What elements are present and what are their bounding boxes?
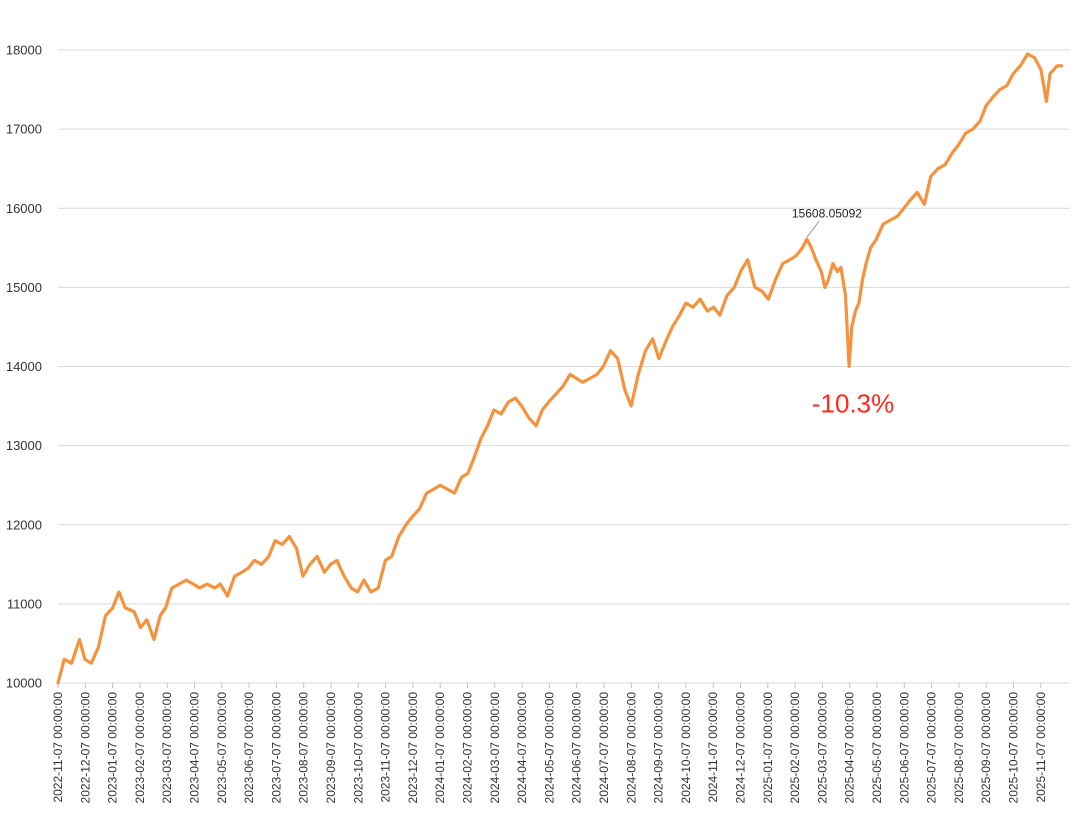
x-tick-label: 2022-11-07 00:00:00 (51, 692, 65, 803)
y-tick-label: 14000 (6, 359, 42, 374)
x-tick-label: 2024-06-07 00:00:00 (570, 692, 584, 804)
y-tick-label: 15000 (6, 280, 42, 295)
x-tick-label: 2023-08-07 00:00:00 (297, 692, 311, 804)
x-tick-label: 2024-05-07 00:00:00 (542, 692, 556, 804)
x-tick-label: 2024-03-07 00:00:00 (488, 692, 502, 804)
series-layer (56, 52, 1064, 685)
series-line (56, 52, 1064, 685)
x-tick-label: 2023-04-07 00:00:00 (188, 692, 202, 804)
y-tick-label: 13000 (6, 438, 42, 453)
y-tick-label: 10000 (6, 676, 42, 691)
x-tick-label: 2024-07-07 00:00:00 (597, 692, 611, 804)
peak-leader-line (806, 220, 820, 238)
y-tick-label: 18000 (6, 43, 42, 58)
x-tick-label: 2024-10-07 00:00:00 (679, 692, 693, 804)
x-tick-label: 2023-05-07 00:00:00 (215, 692, 229, 804)
annotations: 15608.05092 -10.3% (792, 206, 894, 418)
x-tick-label: 2023-02-07 00:00:00 (133, 692, 147, 804)
x-tick-label: 2025-07-07 00:00:00 (925, 692, 939, 804)
gridlines (58, 49, 1070, 605)
x-axis-ticks: 2022-11-07 00:00:00 2022-12-07 00:00:00 20… (51, 683, 1048, 803)
x-tick-label: 2023-01-07 00:00:00 (106, 692, 120, 804)
y-tick-label: 12000 (6, 517, 42, 532)
x-tick-label: 2025-05-07 00:00:00 (870, 692, 884, 804)
x-tick-label: 2024-09-07 00:00:00 (652, 692, 666, 804)
x-tick-label: 2024-02-07 00:00:00 (461, 692, 475, 804)
x-tick-label: 2024-08-07 00:00:00 (624, 692, 638, 804)
x-tick-label: 2023-11-07 00:00:00 (379, 692, 393, 803)
x-tick-label: 2025-01-07 00:00:00 (761, 692, 775, 804)
x-tick-label: 2023-09-07 00:00:00 (324, 692, 338, 804)
y-axis-ticks: 10000 11000 12000 13000 14000 15000 16000 17000… (6, 43, 42, 691)
x-tick-label: 2025-04-07 00:00:00 (843, 692, 857, 804)
x-tick-label: 2025-06-07 00:00:00 (897, 692, 911, 804)
x-tick-label: 2025-02-07 00:00:00 (788, 692, 802, 804)
peak-value-label: 15608.05092 (792, 206, 862, 220)
y-tick-label: 17000 (6, 122, 42, 137)
x-tick-label: 2023-12-07 00:00:00 (406, 692, 420, 804)
x-tick-label: 2024-01-07 00:00:00 (433, 692, 447, 804)
x-tick-label: 2025-09-07 00:00:00 (979, 692, 993, 804)
drawdown-label: -10.3% (812, 389, 894, 419)
x-tick-label: 2023-06-07 00:00:00 (242, 692, 256, 804)
x-tick-label: 2024-12-07 00:00:00 (734, 692, 748, 804)
x-tick-label: 2023-10-07 00:00:00 (351, 692, 365, 804)
x-tick-label: 2025-08-07 00:00:00 (952, 692, 966, 804)
x-tick-label: 2024-04-07 00:00:00 (515, 692, 529, 804)
x-tick-label: 2025-11-07 00:00:00 (1034, 692, 1048, 803)
x-tick-label: 2023-03-07 00:00:00 (160, 692, 174, 804)
y-tick-label: 11000 (7, 596, 42, 611)
x-tick-label: 2023-07-07 00:00:00 (269, 692, 283, 804)
x-tick-label: 2025-03-07 00:00:00 (815, 692, 829, 804)
x-tick-label: 2025-10-07 00:00:00 (1007, 692, 1021, 804)
x-tick-label: 2024-11-07 00:00:00 (706, 692, 720, 803)
x-tick-label: 2022-12-07 00:00:00 (78, 692, 92, 804)
y-tick-label: 16000 (6, 201, 42, 216)
